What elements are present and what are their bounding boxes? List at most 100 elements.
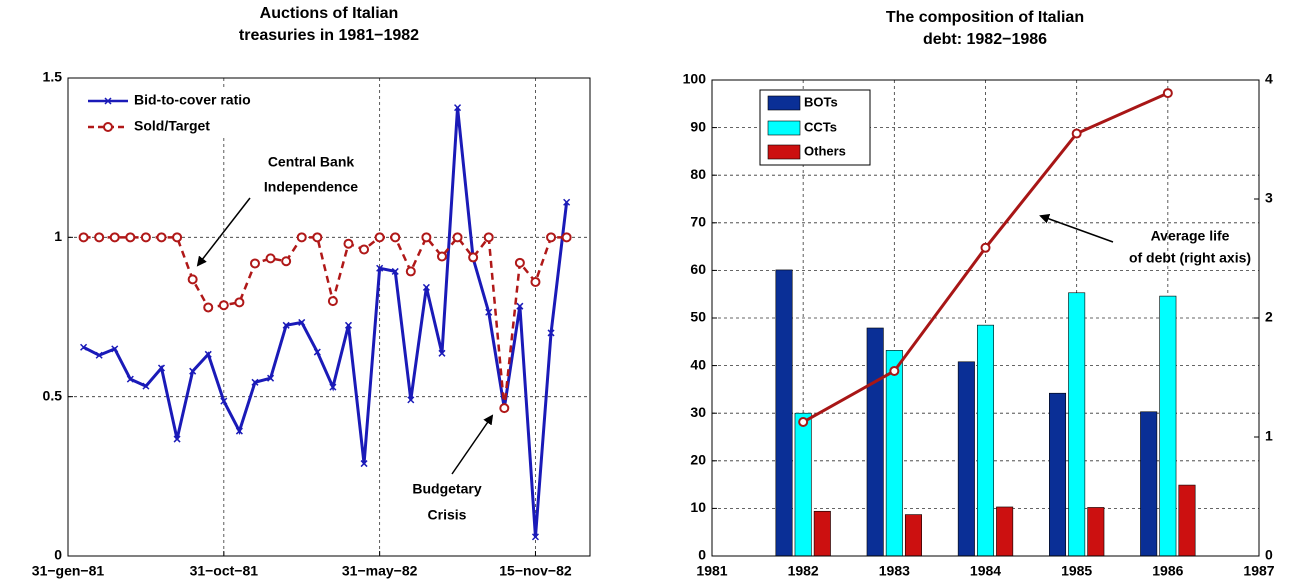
- plot-frame: [711, 79, 1260, 557]
- point-marker: [1162, 88, 1173, 99]
- point-marker: [296, 232, 307, 243]
- point-marker: [281, 256, 292, 267]
- annotation: Central Bank: [268, 154, 355, 170]
- legend-marker: [104, 97, 112, 105]
- plot-frame: [67, 77, 591, 557]
- y-tick-label: 50: [690, 309, 706, 325]
- bar: [1159, 295, 1177, 557]
- point-marker: [485, 308, 493, 316]
- point-marker: [249, 258, 260, 269]
- point-marker: [203, 302, 214, 313]
- point-marker: [327, 296, 338, 307]
- series-line: [83, 234, 567, 409]
- point-marker: [391, 267, 399, 275]
- y-tick-label: 20: [690, 452, 706, 468]
- point-marker: [157, 364, 166, 372]
- point-marker: [234, 297, 245, 308]
- annotation: Average life: [1151, 228, 1230, 244]
- legend-marker: [103, 122, 113, 132]
- point-marker: [218, 300, 229, 311]
- point-marker: [546, 232, 557, 243]
- x-tick-label: 31−oct−81: [190, 563, 259, 579]
- bar: [1178, 484, 1196, 557]
- point-marker: [390, 232, 401, 243]
- x-tick-label: 1982: [788, 563, 819, 579]
- y-tick-label: 1.5: [43, 69, 63, 85]
- point-marker: [422, 283, 430, 291]
- point-marker: [343, 238, 354, 249]
- point-marker: [267, 374, 275, 382]
- bar: [775, 269, 793, 557]
- point-marker: [360, 460, 368, 468]
- point-marker: [172, 232, 183, 243]
- bar: [794, 412, 812, 557]
- y-tick-label: 80: [690, 166, 706, 182]
- y-tick-label: 90: [690, 118, 706, 134]
- y-tick-label: 40: [690, 356, 706, 372]
- bar: [1068, 292, 1086, 557]
- x-tick-label: 1987: [1243, 563, 1274, 579]
- point-marker: [204, 350, 212, 358]
- bar: [904, 514, 922, 557]
- legend-swatch: [767, 95, 801, 111]
- point-marker: [220, 397, 228, 405]
- legend-label: Bid-to-cover ratio: [134, 92, 251, 108]
- point-marker: [405, 266, 416, 277]
- point-marker: [407, 396, 415, 404]
- annotation: Independence: [264, 179, 358, 195]
- bar: [885, 350, 903, 557]
- point-marker: [454, 104, 462, 112]
- point-marker: [889, 365, 900, 376]
- point-marker: [421, 232, 432, 243]
- point-marker: [156, 232, 167, 243]
- point-marker: [312, 232, 323, 243]
- annotation-arrow: [451, 414, 494, 475]
- x-tick-label: 1983: [879, 563, 910, 579]
- bar: [1087, 507, 1105, 557]
- point-marker: [376, 264, 384, 272]
- chart-title: debt: 1982−1986: [923, 31, 1047, 48]
- x-tick-label: 15−nov−82: [499, 563, 572, 579]
- point-marker: [530, 276, 541, 287]
- legend-swatch: [767, 144, 801, 160]
- point-marker: [561, 232, 572, 243]
- annotation: Budgetary: [412, 481, 481, 497]
- point-marker: [111, 345, 119, 353]
- legend-swatch: [767, 120, 801, 136]
- point-marker: [329, 383, 337, 391]
- y2-tick-label: 4: [1265, 71, 1273, 87]
- point-marker: [374, 232, 385, 243]
- legend-label: Others: [804, 143, 846, 158]
- y-tick-label: 100: [683, 71, 707, 87]
- annotation-arrow: [1039, 214, 1114, 243]
- point-marker: [499, 403, 510, 414]
- bar: [996, 506, 1014, 557]
- point-marker: [189, 367, 197, 375]
- legend-label: CCTs: [804, 119, 837, 134]
- y-tick-label: 70: [690, 214, 706, 230]
- point-marker: [173, 435, 181, 443]
- bar: [813, 510, 831, 557]
- point-marker: [298, 318, 306, 326]
- point-marker: [126, 375, 134, 383]
- legend-box: [84, 88, 292, 138]
- point-marker: [798, 417, 809, 428]
- annotation: Crisis: [428, 507, 467, 523]
- y-tick-label: 0: [54, 547, 62, 563]
- point-marker: [516, 302, 524, 310]
- y-tick-label: 30: [690, 404, 706, 420]
- chart-title: treasuries in 1981−1982: [239, 27, 419, 44]
- point-marker: [483, 232, 494, 243]
- x-tick-label: 1985: [1061, 563, 1092, 579]
- point-marker: [313, 348, 321, 356]
- y2-tick-label: 0: [1265, 547, 1273, 563]
- annotation-arrow: [196, 197, 251, 267]
- point-marker: [359, 244, 370, 255]
- y2-tick-label: 1: [1265, 428, 1273, 444]
- point-marker: [142, 382, 150, 390]
- bar: [1140, 411, 1158, 557]
- bar: [976, 324, 995, 557]
- point-marker: [251, 378, 259, 386]
- point-marker: [94, 232, 105, 243]
- point-marker: [109, 232, 120, 243]
